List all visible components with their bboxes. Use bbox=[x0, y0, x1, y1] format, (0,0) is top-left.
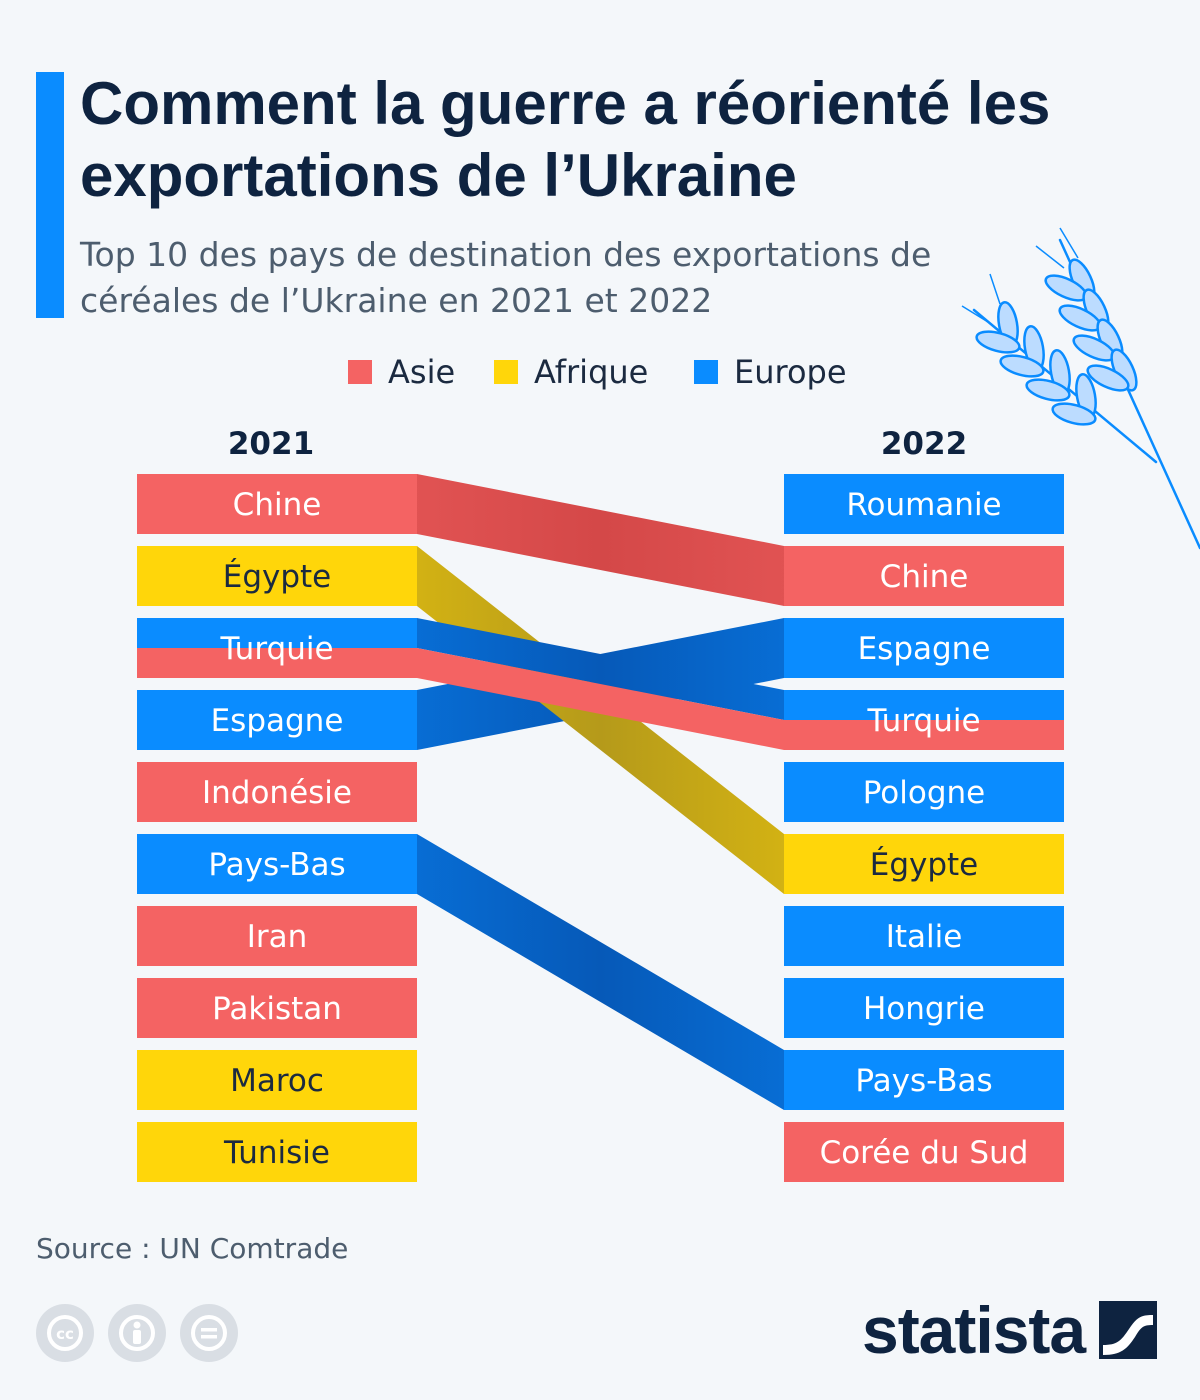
box-2022-turquie-europe bbox=[784, 690, 1064, 720]
label-2022-coree-du-sud: Corée du Sud bbox=[820, 1135, 1029, 1171]
box-2022-pologne bbox=[784, 762, 1064, 822]
ranking-chart: Chine Égypte Turquie Espagne Indonésie Pays-B… bbox=[137, 474, 1064, 1182]
legend-label-europe: Europe bbox=[734, 353, 847, 391]
by-icon bbox=[108, 1304, 166, 1362]
box-2022-roumanie bbox=[784, 474, 1064, 534]
flow-egypte bbox=[137, 546, 1064, 894]
title-accent-bar bbox=[36, 72, 64, 318]
label-2021-pakistan: Pakistan bbox=[212, 991, 342, 1027]
label-2021-maroc: Maroc bbox=[230, 1063, 324, 1099]
box-2021-egypte bbox=[137, 546, 417, 606]
box-2022-chine bbox=[784, 546, 1064, 606]
label-2022-chine: Chine bbox=[880, 559, 969, 595]
box-2021-tunisie bbox=[137, 1122, 417, 1182]
legend-item-europe: Europe bbox=[694, 352, 847, 392]
box-2022-turquie-asie bbox=[784, 720, 1064, 750]
box-2022-pays-bas bbox=[784, 1050, 1064, 1110]
box-2021-iran bbox=[137, 906, 417, 966]
source-note: Source : UN Comtrade bbox=[36, 1232, 349, 1265]
label-2021-turquie: Turquie bbox=[219, 631, 333, 667]
box-2022-hongrie bbox=[784, 978, 1064, 1038]
legend-label-afrique: Afrique bbox=[534, 353, 649, 391]
statista-logo-icon bbox=[1099, 1301, 1158, 1359]
label-2022-hongrie: Hongrie bbox=[863, 991, 985, 1027]
legend-swatch-asie bbox=[348, 360, 372, 384]
legend-swatch-europe bbox=[694, 360, 718, 384]
box-2022-egypte bbox=[784, 834, 1064, 894]
label-2021-espagne: Espagne bbox=[211, 703, 344, 739]
year-label-2022: 2022 bbox=[880, 426, 968, 462]
label-2022-pologne: Pologne bbox=[863, 775, 986, 811]
legend-item-afrique: Afrique bbox=[494, 352, 648, 392]
label-2022-espagne: Espagne bbox=[858, 631, 991, 667]
label-2022-roumanie: Roumanie bbox=[846, 487, 1001, 523]
label-2022-turquie: Turquie bbox=[866, 703, 980, 739]
label-2021-iran: Iran bbox=[247, 919, 308, 955]
box-2022-coree-du-sud bbox=[784, 1122, 1064, 1182]
label-2022-egypte: Égypte bbox=[870, 847, 979, 883]
wheat-icon bbox=[961, 227, 1200, 550]
label-2021-tunisie: Tunisie bbox=[223, 1135, 330, 1171]
cc-icon: cc bbox=[36, 1304, 94, 1362]
label-2021-egypte: Égypte bbox=[223, 559, 332, 595]
box-2022-espagne bbox=[784, 618, 1064, 678]
flow-pays-bas bbox=[137, 834, 1064, 1110]
box-2021-turquie-asie bbox=[137, 648, 417, 678]
box-2021-chine bbox=[137, 474, 417, 534]
license-icons: cc bbox=[36, 1304, 238, 1362]
statista-wordmark: statista bbox=[862, 1293, 1086, 1367]
box-2021-pays-bas bbox=[137, 834, 417, 894]
label-2022-italie: Italie bbox=[886, 919, 963, 955]
legend-item-asie: Asie bbox=[348, 352, 455, 392]
box-2022-italie bbox=[784, 906, 1064, 966]
subtitle: Top 10 des pays de destination des expor… bbox=[80, 235, 932, 320]
label-2021-indonesie: Indonésie bbox=[202, 775, 352, 811]
legend-swatch-afrique bbox=[494, 360, 518, 384]
label-2022-pays-bas: Pays-Bas bbox=[855, 1063, 992, 1099]
legend: Asie Afrique Europe bbox=[0, 352, 1200, 392]
box-2021-turquie-europe bbox=[137, 618, 417, 648]
box-2021-maroc bbox=[137, 1050, 417, 1110]
label-2021-pays-bas: Pays-Bas bbox=[208, 847, 345, 883]
label-2021-chine: Chine bbox=[233, 487, 322, 523]
page-title: Comment la guerre a réorienté les export… bbox=[80, 70, 1051, 209]
nd-icon bbox=[180, 1304, 238, 1362]
statista-brand: statista bbox=[862, 1292, 1158, 1368]
year-label-2021: 2021 bbox=[227, 426, 315, 462]
box-2021-pakistan bbox=[137, 978, 417, 1038]
box-2021-indonesie bbox=[137, 762, 417, 822]
legend-label-asie: Asie bbox=[388, 353, 456, 391]
box-2021-espagne bbox=[137, 690, 417, 750]
svg-text:cc: cc bbox=[56, 1325, 74, 1343]
